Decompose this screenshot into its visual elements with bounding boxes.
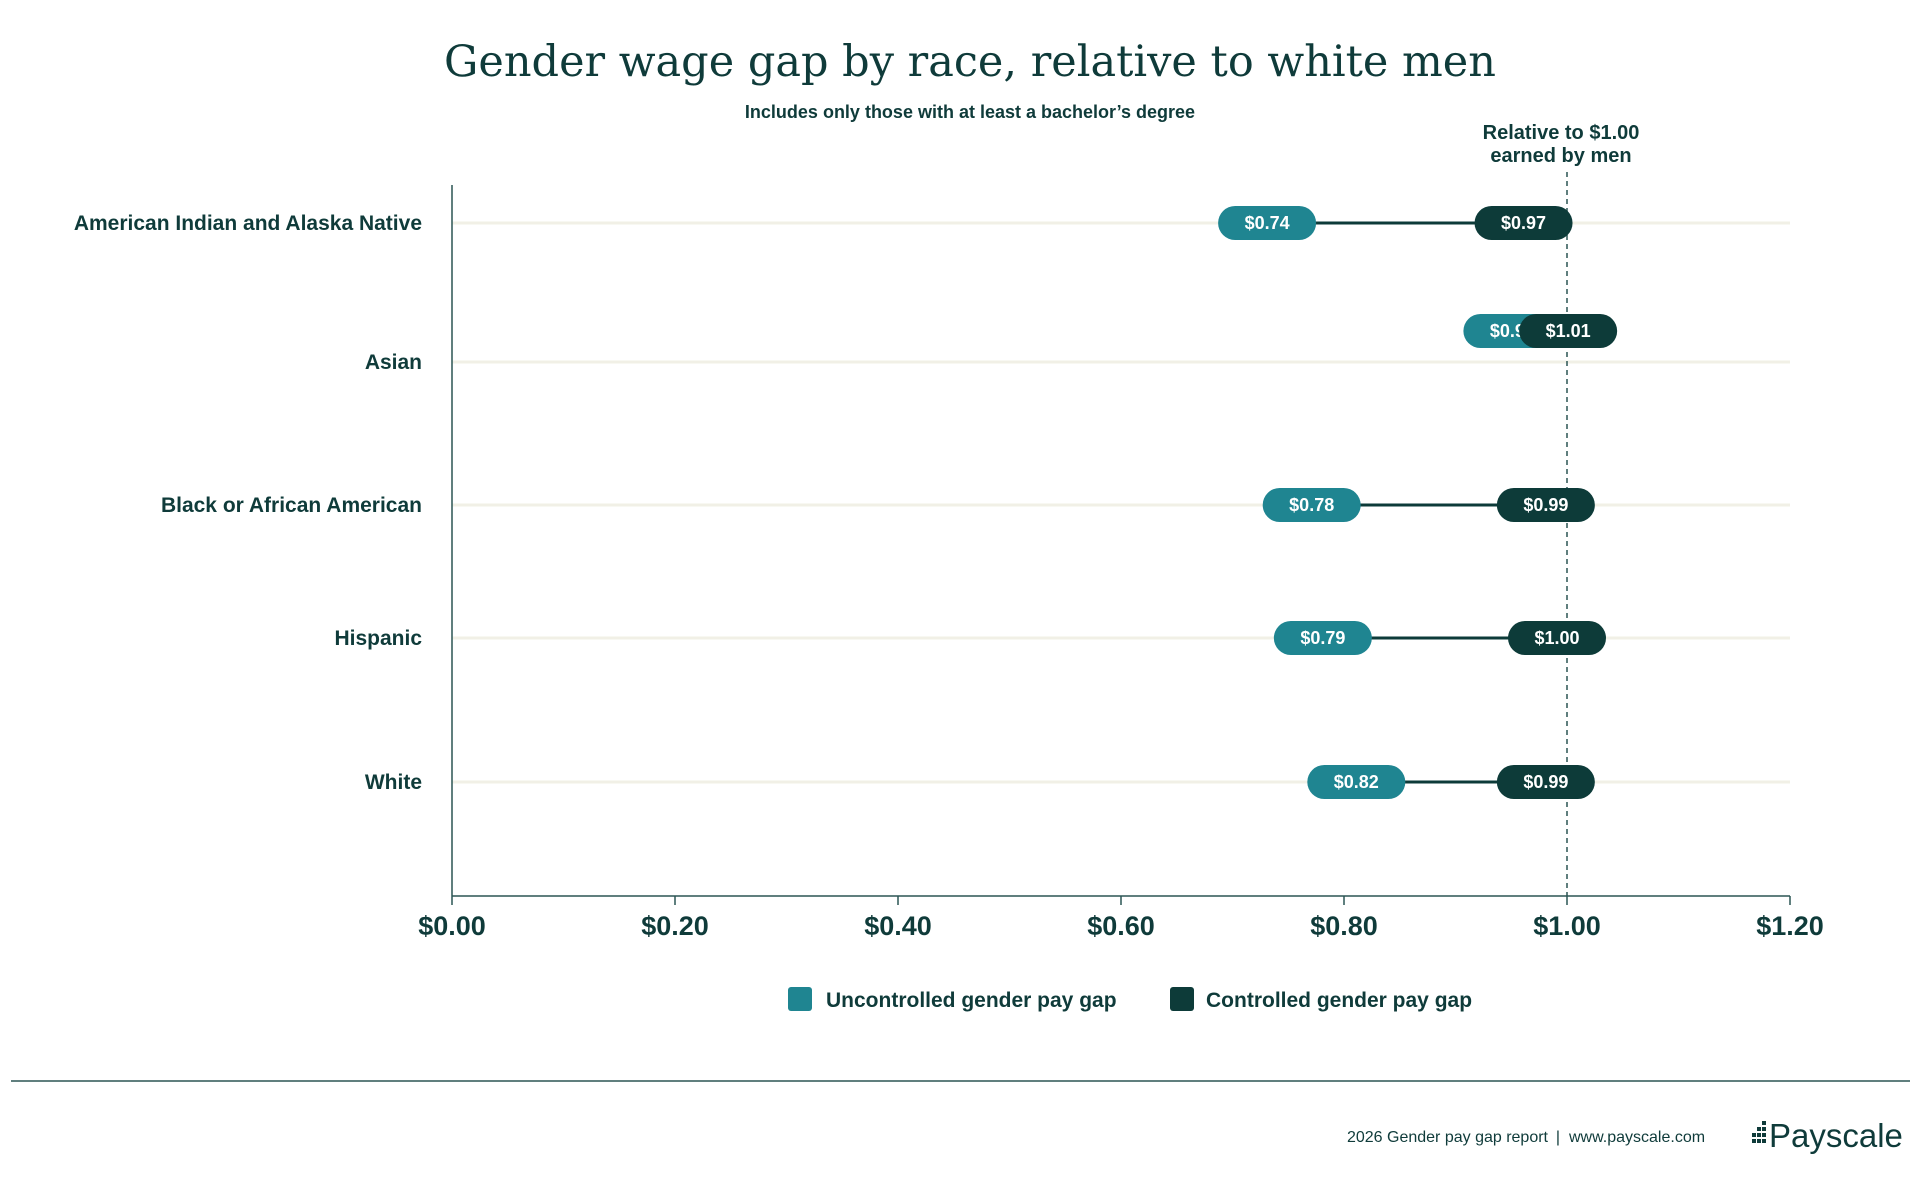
payscale-logo-icon (1752, 1121, 1766, 1143)
controlled-value-label: $0.99 (1523, 495, 1568, 515)
uncontrolled-pill (1218, 206, 1317, 240)
category-label: Black or African American (161, 494, 422, 517)
legend: Uncontrolled gender pay gap Controlled g… (788, 987, 1472, 1012)
category-labels: American Indian and Alaska Native Asian Bl… (74, 212, 423, 794)
data-marks: $0.74 $0.97$0.96 $1.01$0.78 $0.99$0.79 $1.00… (1218, 206, 1618, 799)
footer-url[interactable]: www.payscale.com (1568, 1129, 1705, 1146)
category-label: Asian (365, 351, 422, 374)
category-label: White (365, 771, 422, 794)
reference-label-line1: Relative to $1.00 (1483, 122, 1640, 144)
footer-separator: | (1556, 1129, 1560, 1146)
controlled-pill (1474, 206, 1573, 240)
controlled-pill (1519, 314, 1618, 348)
footer-report: 2026 Gender pay gap report (1347, 1129, 1549, 1146)
category-label: Hispanic (334, 627, 422, 650)
x-tick-label: $0.80 (1310, 911, 1378, 941)
uncontrolled-value-label: $0.74 (1245, 213, 1290, 233)
x-tick-label: $1.20 (1756, 911, 1824, 941)
chart-subtitle: Includes only those with at least a bach… (745, 102, 1195, 122)
payscale-logo-text: Payscale (1769, 1117, 1903, 1154)
uncontrolled-pill (1273, 621, 1372, 655)
controlled-value-label: $1.00 (1534, 628, 1579, 648)
uncontrolled-pill (1307, 765, 1406, 799)
footer: 2026 Gender pay gap report | www.payscal… (1347, 1117, 1903, 1154)
uncontrolled-value-label: $0.78 (1289, 495, 1334, 515)
x-tick-label: $0.40 (864, 911, 932, 941)
x-tick-label: $0.00 (418, 911, 486, 941)
uncontrolled-value-label: $0.79 (1300, 628, 1345, 648)
controlled-pill (1508, 621, 1606, 655)
chart-title: Gender wage gap by race, relative to whi… (444, 37, 1496, 87)
legend-label-controlled: Controlled gender pay gap (1206, 989, 1472, 1012)
legend-label-uncontrolled: Uncontrolled gender pay gap (826, 989, 1117, 1012)
category-label: American Indian and Alaska Native (74, 212, 422, 235)
legend-swatch-uncontrolled (788, 987, 812, 1011)
controlled-value-label: $0.99 (1523, 772, 1568, 792)
reference-line-group: Relative to $1.00 earned by men (1483, 122, 1640, 896)
controlled-pill (1496, 488, 1595, 522)
axes: $0.00 $0.20 $0.40 $0.60 $0.80 $1.00 $1.20 (418, 185, 1824, 941)
x-tick-label: $0.20 (641, 911, 709, 941)
legend-swatch-controlled (1170, 987, 1194, 1011)
x-tick-label: $0.60 (1087, 911, 1155, 941)
uncontrolled-pill (1262, 488, 1361, 522)
controlled-value-label: $1.01 (1546, 321, 1591, 341)
controlled-pill (1496, 765, 1595, 799)
x-tick-label: $1.00 (1533, 911, 1601, 941)
reference-label-line2: earned by men (1490, 145, 1631, 167)
uncontrolled-value-label: $0.82 (1334, 772, 1379, 792)
controlled-value-label: $0.97 (1501, 213, 1546, 233)
